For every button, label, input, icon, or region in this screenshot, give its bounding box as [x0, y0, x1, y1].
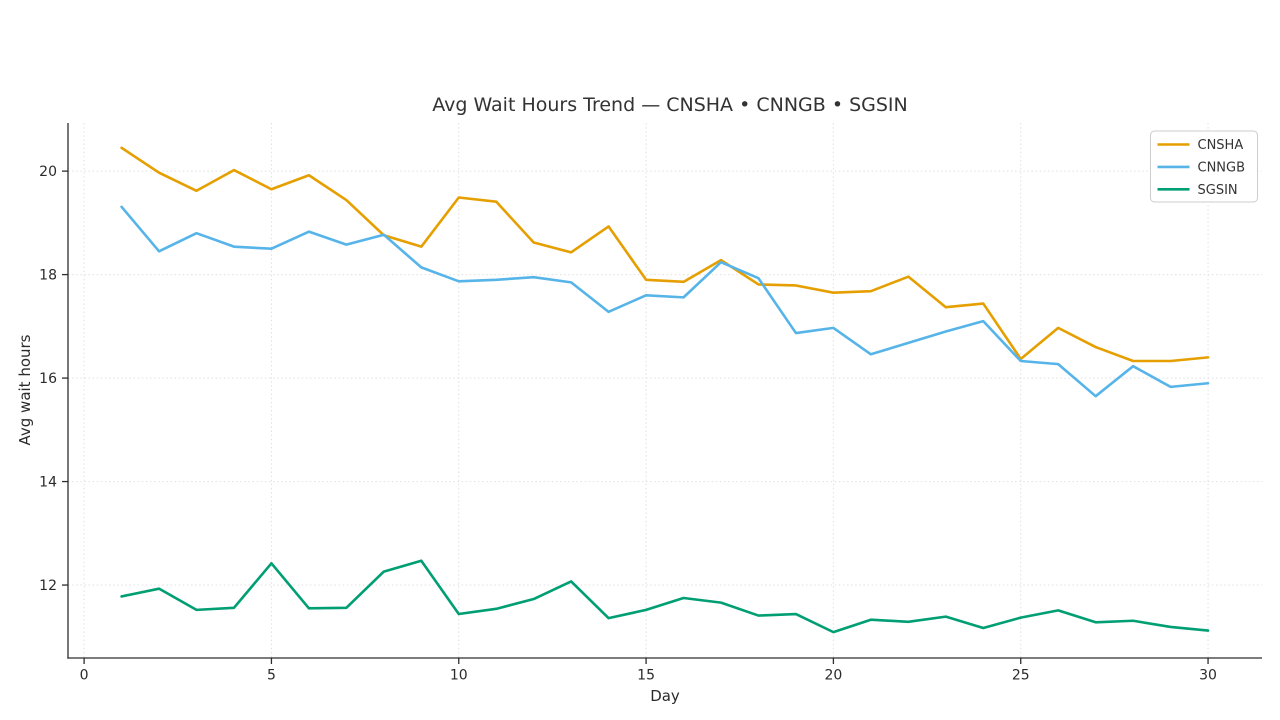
x-tick-label: 30: [1199, 668, 1217, 684]
y-tick-label: 18: [39, 268, 57, 284]
x-tick-label: 20: [824, 668, 842, 684]
series-lines: [120, 146, 1210, 634]
x-tick-label: 15: [637, 668, 655, 684]
series-line-cnsha: [120, 146, 1210, 363]
x-tick-label: 10: [450, 668, 468, 684]
x-axis-label: Day: [650, 687, 680, 705]
x-tick-label: 25: [1012, 668, 1030, 684]
axes: 0 5 10 15 20 25 30 12 14 16 18 20: [39, 123, 1262, 684]
gridlines: [68, 123, 1262, 658]
y-tick-label: 16: [39, 371, 57, 387]
legend-label-cnngb: CNNGB: [1198, 160, 1246, 175]
legend-label-sgsin: SGSIN: [1198, 183, 1238, 198]
legend: CNSHA CNNGB SGSIN: [1150, 130, 1258, 203]
series-line-sgsin: [120, 559, 1210, 634]
x-tick-label: 5: [267, 668, 276, 684]
x-tick-label: 0: [80, 668, 89, 684]
chart-title: Avg Wait Hours Trend — CNSHA • CNNGB • S…: [432, 94, 908, 116]
legend-box: [1150, 130, 1258, 203]
y-axis-label: Avg wait hours: [16, 334, 34, 445]
series-line-cnngb: [120, 205, 1210, 398]
legend-label-cnsha: CNSHA: [1198, 138, 1244, 153]
y-tick-label: 14: [39, 475, 57, 491]
y-tick-label: 20: [39, 164, 57, 180]
y-tick-label: 12: [39, 578, 57, 594]
